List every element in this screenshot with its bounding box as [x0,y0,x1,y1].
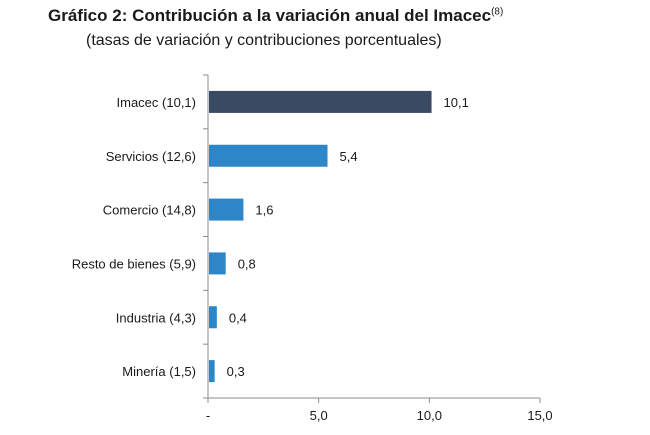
bar [209,360,215,383]
category-label: Servicios (12,6) [106,149,196,164]
chart-title-text: Gráfico 2: Contribución a la variación a… [48,6,492,25]
data-label: 1,6 [255,203,273,218]
bar [209,144,328,167]
category-label: Resto de bienes (5,9) [72,256,196,271]
category-label: Industria (4,3) [116,310,196,325]
data-label: 0,8 [238,256,256,271]
bar [209,90,432,113]
x-tick-label: - [206,408,210,423]
bar [209,306,217,329]
category-label: Imacec (10,1) [117,95,196,110]
data-label: 5,4 [340,149,358,164]
x-tick-label: 5,0 [310,408,328,423]
x-tick-label: 15,0 [527,408,552,423]
bar [209,252,226,275]
category-label: Comercio (14,8) [103,203,196,218]
data-label: 0,3 [227,364,245,379]
chart-subtitle: (tasas de variación y contribuciones por… [86,32,442,49]
chart-title-note: (8) [491,6,504,18]
data-label: 10,1 [444,95,469,110]
category-label: Minería (1,5) [122,364,196,379]
bar [209,198,244,221]
data-label: 0,4 [229,310,247,325]
x-tick-label: 10,0 [417,408,442,423]
chart-title: Gráfico 2: Contribución a la variación a… [48,6,503,26]
